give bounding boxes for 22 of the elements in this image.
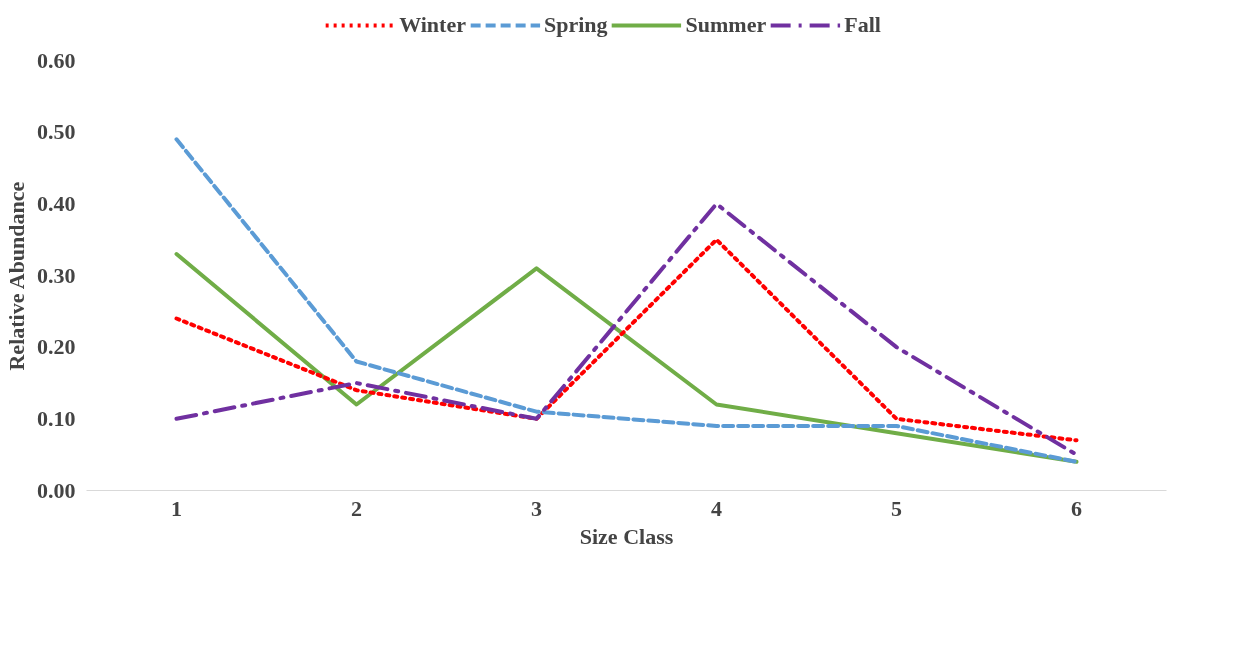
x-tick-label: 4 <box>711 495 722 521</box>
legend-label: Winter <box>399 12 466 38</box>
x-axis-title: Size Class <box>579 523 674 549</box>
y-tick-label: 0.10 <box>37 405 76 431</box>
legend-label: Fall <box>844 12 881 38</box>
legend-label: Summer <box>685 12 767 38</box>
x-tick-label: 1 <box>171 495 182 521</box>
y-tick-label: 0.50 <box>37 119 76 145</box>
x-tick-label: 3 <box>531 495 542 521</box>
legend-label: Spring <box>543 12 608 38</box>
line-series <box>174 137 1079 464</box>
y-tick-label: 0.60 <box>37 47 76 73</box>
y-axis-title: Relative Abundance <box>4 181 29 371</box>
x-tick-label: 6 <box>1071 495 1082 521</box>
x-tick-label: 5 <box>891 495 902 521</box>
x-tick-label: 2 <box>351 495 362 521</box>
y-tick-label: 0.00 <box>37 477 76 503</box>
y-tick-label: 0.40 <box>37 190 76 216</box>
y-tick-label: 0.30 <box>37 262 76 288</box>
line-series <box>174 237 1079 443</box>
line-series <box>174 201 1079 457</box>
y-tick-label: 0.20 <box>37 334 76 360</box>
